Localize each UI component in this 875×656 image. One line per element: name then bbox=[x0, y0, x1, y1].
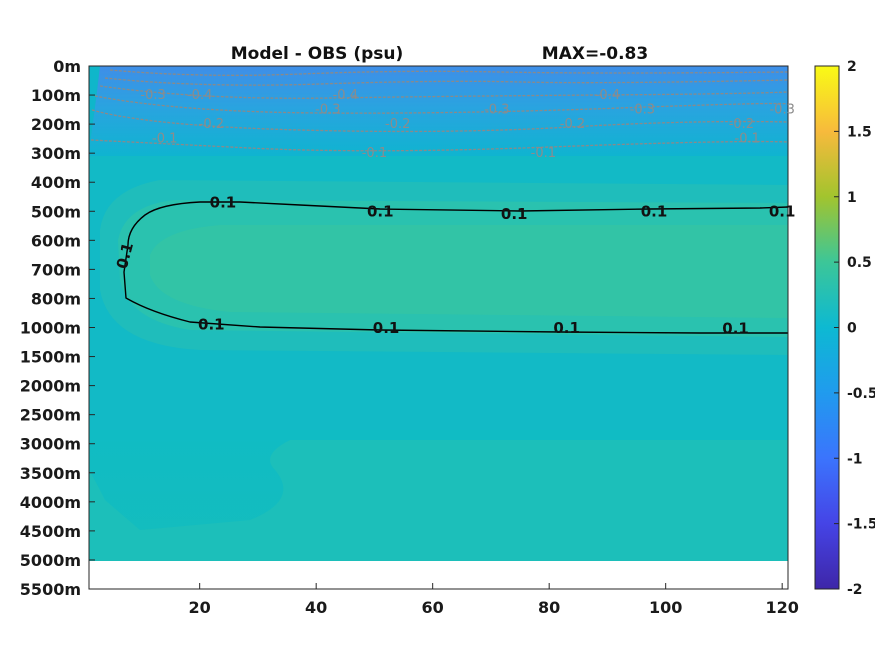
contour-label-negative: -0.2 bbox=[199, 117, 224, 132]
contour-label-negative: -0.3 bbox=[484, 103, 509, 118]
contour-label-positive: 0.1 bbox=[501, 205, 528, 223]
chart-title-left: Model - OBS (psu) bbox=[231, 44, 404, 64]
contour-label-negative: -0.1 bbox=[531, 146, 556, 161]
contour-neg-0.2 bbox=[91, 109, 789, 133]
contour-label-negative: -0.2 bbox=[729, 117, 754, 132]
colorbar-tick-label: 1.5 bbox=[847, 124, 872, 140]
y-tick-label: 400m bbox=[31, 173, 81, 192]
y-tick-label: 200m bbox=[31, 115, 81, 134]
contour-label-negative: -0.3 bbox=[315, 103, 340, 118]
y-tick-label: 4000m bbox=[20, 493, 81, 512]
contour-label-positive: 0.1 bbox=[373, 319, 400, 337]
y-tick-label: 5000m bbox=[20, 551, 81, 570]
x-tick-label: 80 bbox=[538, 598, 560, 617]
contour-label-negative: -0.2 bbox=[560, 117, 585, 132]
contour-label-negative: -0.2 bbox=[385, 117, 410, 132]
contour-label-negative: -0.3 bbox=[140, 88, 165, 103]
negative-contours bbox=[90, 69, 789, 152]
contour-neg-0.6 bbox=[109, 69, 789, 76]
y-tick-label: 3000m bbox=[20, 435, 81, 454]
contour-label-negative: -0.1 bbox=[152, 132, 177, 147]
field-deep-lighter bbox=[89, 440, 788, 561]
y-tick-label: 3500m bbox=[20, 464, 81, 483]
contour-label-positive: 0.1 bbox=[553, 319, 580, 337]
contour-label-positive: 0.1 bbox=[722, 320, 749, 338]
contour-pos-0.1 bbox=[123, 201, 789, 334]
contour-label-positive: 0.1 bbox=[198, 316, 225, 334]
y-tick-label: 600m bbox=[31, 231, 81, 250]
contour-label-positive: 0.1 bbox=[367, 202, 394, 220]
contour-label-negative: -0.1 bbox=[735, 132, 760, 147]
contour-label-positive: 0.1 bbox=[641, 202, 668, 220]
field-inner-core bbox=[150, 225, 788, 318]
y-tick-label: 4500m bbox=[20, 522, 81, 541]
colorbar-tick-label: 1 bbox=[847, 190, 857, 206]
x-tick-label: 60 bbox=[422, 598, 444, 617]
y-tick-label: 2500m bbox=[20, 406, 81, 425]
contour-neg-0.4 bbox=[99, 85, 789, 99]
contour-label-negative: -0.4 bbox=[333, 88, 358, 103]
x-tick-label: 20 bbox=[189, 598, 211, 617]
y-tick-label: 2000m bbox=[20, 377, 81, 396]
contour-neg-0.3 bbox=[94, 95, 789, 114]
x-tick-label: 100 bbox=[649, 598, 682, 617]
contour-label-positive: 0.1 bbox=[210, 194, 237, 212]
colorbar-tick-label: 0.5 bbox=[847, 255, 872, 271]
y-tick-label: 300m bbox=[31, 144, 81, 163]
contour-label-positive: 0.1 bbox=[769, 202, 796, 220]
y-tick-label: 1000m bbox=[20, 319, 81, 338]
colorbar-tick-label: -2 bbox=[847, 582, 863, 598]
colorbar-ticks: 2 1.5 1 0.5 0 -0.5 -1 -1.5 -2 bbox=[834, 59, 875, 598]
negative-contour-labels: -0.3 -0.4-0.3-0.4-0.3-0.4-0.3 -0.3-0.2 -0.2… bbox=[140, 88, 794, 161]
y-tick-label: 100m bbox=[31, 86, 81, 105]
colorbar-tick-label: -1 bbox=[847, 451, 863, 467]
y-tick-label: 0m bbox=[53, 57, 81, 76]
x-tick-label: 120 bbox=[765, 598, 798, 617]
chart-title-right: MAX=-0.83 bbox=[542, 44, 648, 64]
colorbar-tick-label: 2 bbox=[847, 59, 857, 75]
contour-label-negative: -0.3 bbox=[630, 103, 655, 118]
no-data-area bbox=[89, 561, 788, 589]
x-ticks: 20 40 60 80 100 120 bbox=[189, 583, 799, 617]
contour-label-negative: -0.4 bbox=[187, 88, 212, 103]
y-tick-label: 1500m bbox=[20, 348, 81, 367]
field-left-edge bbox=[89, 66, 100, 150]
contour-neg-0.1 bbox=[90, 139, 789, 152]
colorbar-tick-label: -1.5 bbox=[847, 517, 875, 533]
y-tick-label: 5500m bbox=[20, 580, 81, 599]
colorbar-tick-label: 0 bbox=[847, 321, 857, 337]
y-tick-label: 800m bbox=[31, 289, 81, 308]
contour-label-negative: -0.1 bbox=[362, 146, 387, 161]
heatmap-field bbox=[89, 66, 788, 561]
y-tick-label: 500m bbox=[31, 202, 81, 221]
x-tick-label: 40 bbox=[305, 598, 327, 617]
contour-neg-0.5 bbox=[104, 77, 789, 86]
contour-label-negative: -0.3 bbox=[769, 103, 794, 118]
y-tick-label: 700m bbox=[31, 260, 81, 279]
contour-label-negative: -0.4 bbox=[595, 88, 620, 103]
colorbar-tick-label: -0.5 bbox=[847, 386, 875, 402]
y-ticks: 0m 100m 200m 300m 400m 500m 600m 700m 800m 1000m 1… bbox=[20, 57, 95, 599]
